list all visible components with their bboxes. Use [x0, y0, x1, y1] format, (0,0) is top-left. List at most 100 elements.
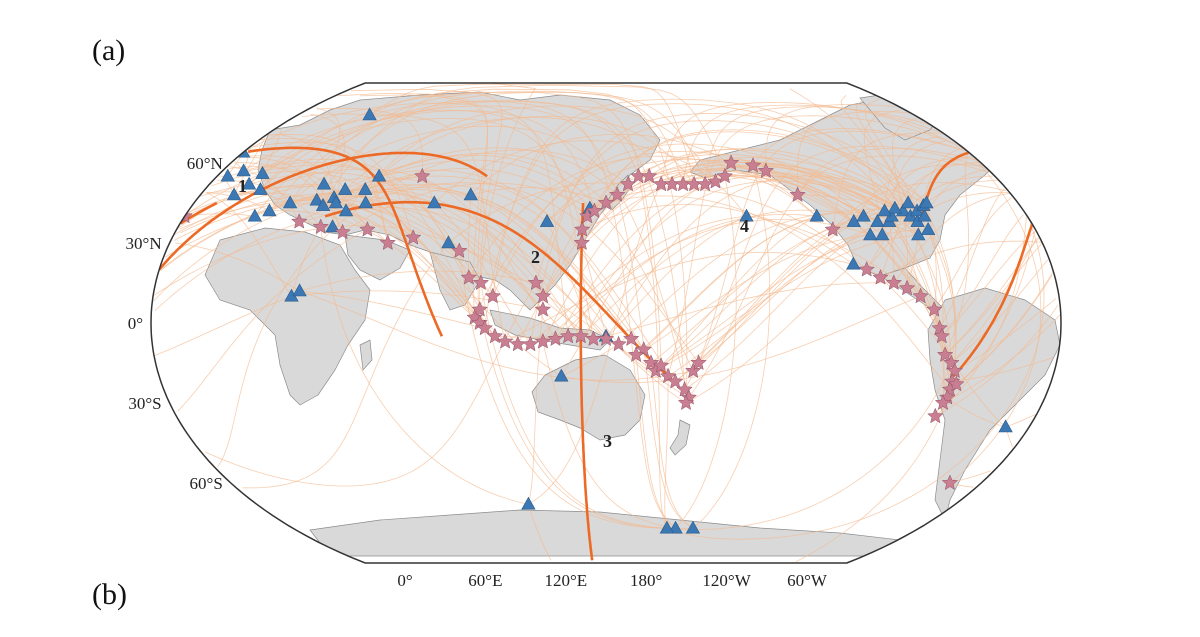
faint-route — [379, 169, 645, 350]
event-star — [597, 194, 615, 211]
highlight-route-1 — [158, 151, 488, 271]
landmass-antarctica — [309, 509, 901, 557]
lat-label: 60°N — [187, 154, 223, 173]
faint-route — [243, 109, 594, 340]
faint-route — [581, 204, 854, 265]
station-triangle — [427, 195, 442, 209]
faint-route — [177, 229, 1037, 428]
event-star — [934, 394, 952, 411]
event-star — [334, 223, 351, 240]
station-triangle — [247, 208, 262, 222]
station-triangle — [226, 187, 242, 201]
faint-route — [479, 309, 667, 529]
station-triangle — [877, 203, 892, 217]
event-star — [666, 373, 684, 389]
station-triangle — [739, 208, 754, 222]
event-star — [451, 242, 468, 259]
faint-route — [692, 165, 771, 529]
faint-route — [254, 100, 639, 217]
faint-route — [650, 362, 694, 529]
event-star — [627, 346, 645, 363]
faint-route — [927, 229, 944, 337]
faint-route — [316, 91, 706, 201]
faint-route — [605, 174, 871, 236]
faint-route — [243, 102, 569, 337]
lon-label: 120°E — [544, 571, 587, 590]
event-star — [941, 474, 959, 491]
faint-route — [655, 234, 919, 372]
faint-route — [334, 196, 544, 310]
lat-label: 60°S — [190, 474, 223, 493]
faint-route — [698, 215, 911, 364]
event-star — [312, 218, 329, 235]
faint-route — [291, 290, 543, 311]
faint-route — [605, 175, 927, 340]
faint-route — [299, 290, 694, 381]
event-star — [573, 234, 591, 251]
route-label: 4 — [740, 216, 749, 236]
faint-route — [153, 226, 1057, 372]
station-triangle — [236, 163, 251, 177]
faint-route — [301, 113, 918, 289]
faint-route — [248, 110, 595, 212]
event-star — [652, 357, 670, 373]
faint-route — [528, 184, 662, 505]
faint-route — [365, 168, 588, 217]
event-star — [414, 167, 431, 184]
event-star — [824, 221, 841, 237]
faint-route — [248, 172, 460, 252]
faint-route — [233, 104, 939, 196]
faint-route — [173, 183, 1038, 364]
faint-route — [468, 155, 817, 278]
station-triangle — [856, 208, 871, 222]
event-star — [936, 346, 954, 363]
station-triangle — [255, 166, 270, 179]
faint-route — [260, 91, 662, 366]
event-star — [610, 335, 627, 352]
faint-route — [470, 194, 645, 350]
faint-route — [299, 290, 485, 329]
faint-route — [635, 234, 871, 356]
event-star — [872, 269, 889, 285]
lon-label: 120°W — [702, 571, 751, 590]
event-star — [290, 213, 308, 229]
faint-route — [345, 207, 687, 404]
faint-route — [635, 354, 676, 529]
station-triangle — [441, 235, 456, 249]
highlight-route-3 — [579, 202, 594, 561]
station-triangle — [338, 182, 353, 195]
faint-route — [635, 208, 904, 356]
station-triangle — [241, 176, 257, 190]
event-star — [789, 186, 806, 203]
faint-route — [434, 140, 716, 204]
landmass-new-zealand — [669, 419, 691, 456]
station-triangle — [539, 214, 555, 227]
faint-route — [291, 226, 322, 297]
route-number-labels: 1 2 3 4 — [238, 176, 749, 451]
event-star — [534, 301, 552, 317]
station-triangle — [900, 195, 916, 209]
faint-route — [561, 343, 619, 377]
faint-route — [262, 117, 583, 230]
faint-route — [587, 169, 883, 236]
station-triangle — [362, 107, 377, 121]
station-triangle — [338, 203, 354, 217]
faint-route — [674, 221, 854, 383]
faint-route — [316, 199, 519, 345]
faint-route — [153, 199, 1059, 417]
faint-route — [369, 88, 688, 404]
faint-route — [555, 214, 817, 340]
station-triangle — [846, 214, 861, 227]
lon-label: 0° — [397, 571, 412, 590]
station-triangle — [659, 520, 675, 534]
station-triangle — [292, 283, 307, 297]
station-triangle — [554, 368, 569, 382]
panel-label-b: (b) — [92, 578, 127, 611]
faint-route — [364, 105, 716, 190]
station-triangle — [809, 208, 824, 222]
faint-route — [177, 194, 1036, 398]
faint-route — [888, 221, 895, 283]
faint-route — [369, 83, 695, 185]
station-triangle — [253, 182, 268, 195]
event-star — [534, 287, 552, 304]
